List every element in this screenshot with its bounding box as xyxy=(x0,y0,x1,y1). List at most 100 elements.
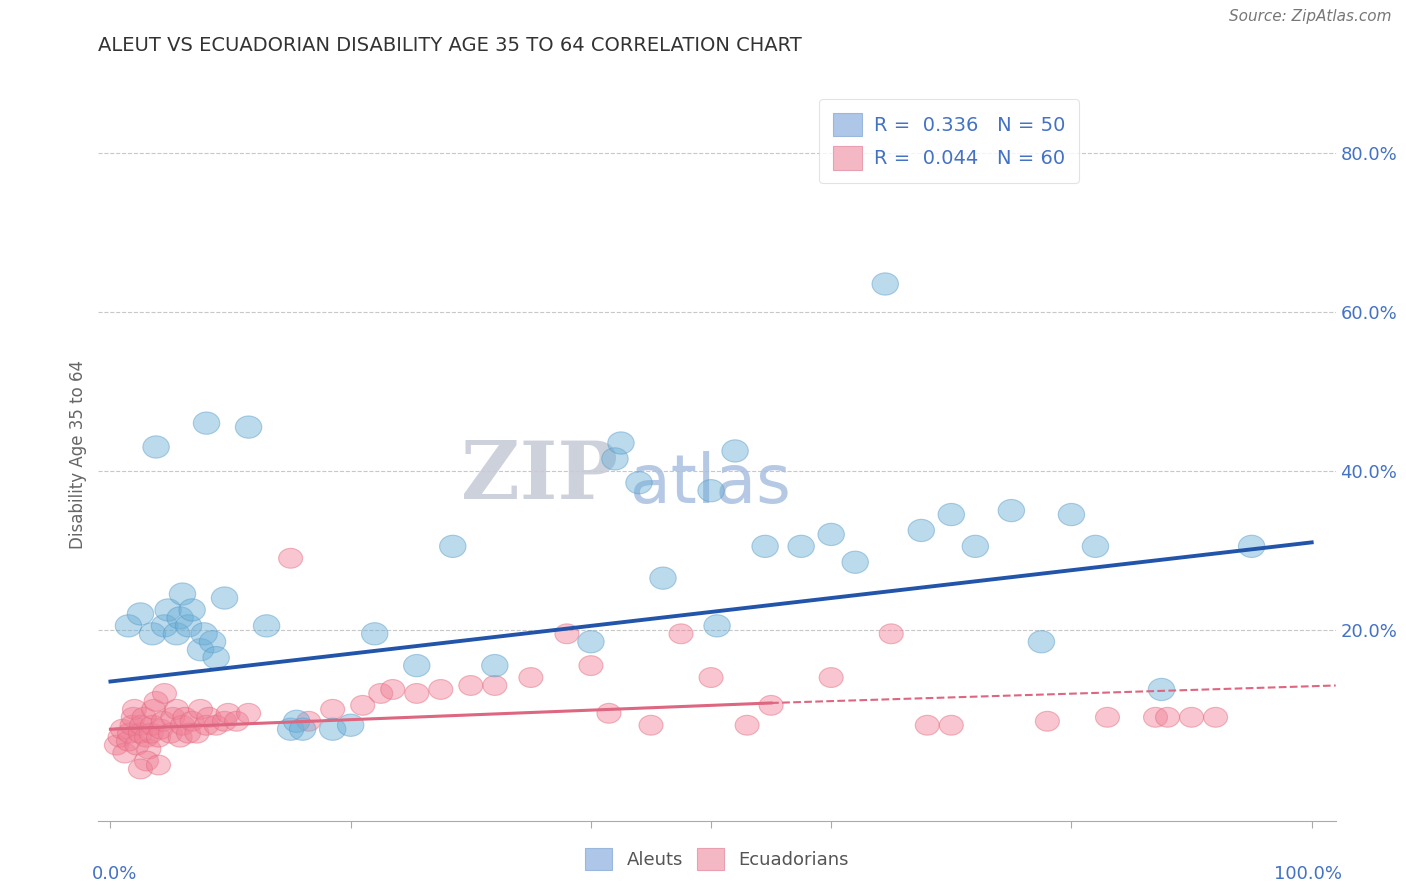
Ellipse shape xyxy=(225,711,249,731)
Ellipse shape xyxy=(122,699,146,719)
Ellipse shape xyxy=(721,440,748,462)
Ellipse shape xyxy=(167,607,193,629)
Ellipse shape xyxy=(290,718,316,740)
Ellipse shape xyxy=(160,707,186,727)
Ellipse shape xyxy=(135,727,159,747)
Ellipse shape xyxy=(128,723,152,743)
Ellipse shape xyxy=(1143,707,1167,727)
Ellipse shape xyxy=(872,273,898,295)
Ellipse shape xyxy=(169,727,193,747)
Ellipse shape xyxy=(104,735,128,755)
Ellipse shape xyxy=(602,448,628,470)
Ellipse shape xyxy=(165,699,188,719)
Ellipse shape xyxy=(139,623,166,645)
Ellipse shape xyxy=(555,624,579,644)
Ellipse shape xyxy=(169,583,195,605)
Ellipse shape xyxy=(482,655,508,677)
Ellipse shape xyxy=(482,675,506,696)
Ellipse shape xyxy=(117,731,141,751)
Ellipse shape xyxy=(1156,707,1180,727)
Ellipse shape xyxy=(236,704,260,723)
Ellipse shape xyxy=(579,656,603,675)
Ellipse shape xyxy=(650,567,676,590)
Ellipse shape xyxy=(578,631,605,653)
Ellipse shape xyxy=(177,723,201,743)
Ellipse shape xyxy=(319,718,346,740)
Ellipse shape xyxy=(752,535,779,558)
Ellipse shape xyxy=(998,500,1025,522)
Ellipse shape xyxy=(146,755,170,775)
Ellipse shape xyxy=(193,412,219,434)
Ellipse shape xyxy=(135,751,159,771)
Ellipse shape xyxy=(1239,535,1265,558)
Ellipse shape xyxy=(908,519,935,541)
Ellipse shape xyxy=(139,723,163,743)
Ellipse shape xyxy=(405,683,429,704)
Ellipse shape xyxy=(368,683,392,704)
Ellipse shape xyxy=(143,436,169,458)
Ellipse shape xyxy=(440,535,465,558)
Ellipse shape xyxy=(938,503,965,525)
Ellipse shape xyxy=(429,680,453,699)
Ellipse shape xyxy=(120,715,143,735)
Ellipse shape xyxy=(163,623,190,645)
Ellipse shape xyxy=(1180,707,1204,727)
Ellipse shape xyxy=(142,699,166,719)
Ellipse shape xyxy=(202,647,229,669)
Ellipse shape xyxy=(152,615,177,637)
Legend: Aleuts, Ecuadorians: Aleuts, Ecuadorians xyxy=(578,841,856,878)
Ellipse shape xyxy=(187,639,214,661)
Ellipse shape xyxy=(128,603,153,625)
Ellipse shape xyxy=(638,715,664,735)
Ellipse shape xyxy=(626,472,652,494)
Ellipse shape xyxy=(146,727,170,747)
Ellipse shape xyxy=(191,623,218,645)
Ellipse shape xyxy=(149,719,173,739)
Ellipse shape xyxy=(152,711,176,731)
Text: 100.0%: 100.0% xyxy=(1274,864,1341,882)
Ellipse shape xyxy=(337,714,364,737)
Ellipse shape xyxy=(699,667,723,688)
Ellipse shape xyxy=(136,739,160,759)
Ellipse shape xyxy=(404,655,430,677)
Ellipse shape xyxy=(170,715,194,735)
Ellipse shape xyxy=(152,683,177,704)
Ellipse shape xyxy=(217,704,240,723)
Ellipse shape xyxy=(132,707,156,727)
Ellipse shape xyxy=(818,524,845,546)
Ellipse shape xyxy=(112,743,136,763)
Ellipse shape xyxy=(704,615,730,637)
Ellipse shape xyxy=(321,699,344,719)
Ellipse shape xyxy=(1149,678,1175,700)
Ellipse shape xyxy=(143,691,169,711)
Ellipse shape xyxy=(1083,535,1109,558)
Ellipse shape xyxy=(458,675,482,696)
Ellipse shape xyxy=(278,549,302,568)
Ellipse shape xyxy=(519,667,543,688)
Ellipse shape xyxy=(235,416,262,438)
Ellipse shape xyxy=(1059,503,1084,525)
Ellipse shape xyxy=(108,727,132,747)
Ellipse shape xyxy=(194,715,218,735)
Ellipse shape xyxy=(186,723,209,743)
Ellipse shape xyxy=(176,615,201,637)
Text: ZIP: ZIP xyxy=(461,438,619,516)
Text: 0.0%: 0.0% xyxy=(93,864,138,882)
Ellipse shape xyxy=(179,599,205,621)
Ellipse shape xyxy=(128,759,152,779)
Ellipse shape xyxy=(200,631,226,653)
Ellipse shape xyxy=(197,707,221,727)
Ellipse shape xyxy=(173,707,197,727)
Ellipse shape xyxy=(284,710,309,732)
Ellipse shape xyxy=(180,711,204,731)
Ellipse shape xyxy=(939,715,963,735)
Ellipse shape xyxy=(118,723,142,743)
Ellipse shape xyxy=(820,667,844,688)
Ellipse shape xyxy=(735,715,759,735)
Ellipse shape xyxy=(129,715,153,735)
Ellipse shape xyxy=(253,615,280,637)
Ellipse shape xyxy=(277,718,304,740)
Ellipse shape xyxy=(297,711,321,731)
Ellipse shape xyxy=(842,551,869,574)
Ellipse shape xyxy=(211,587,238,609)
